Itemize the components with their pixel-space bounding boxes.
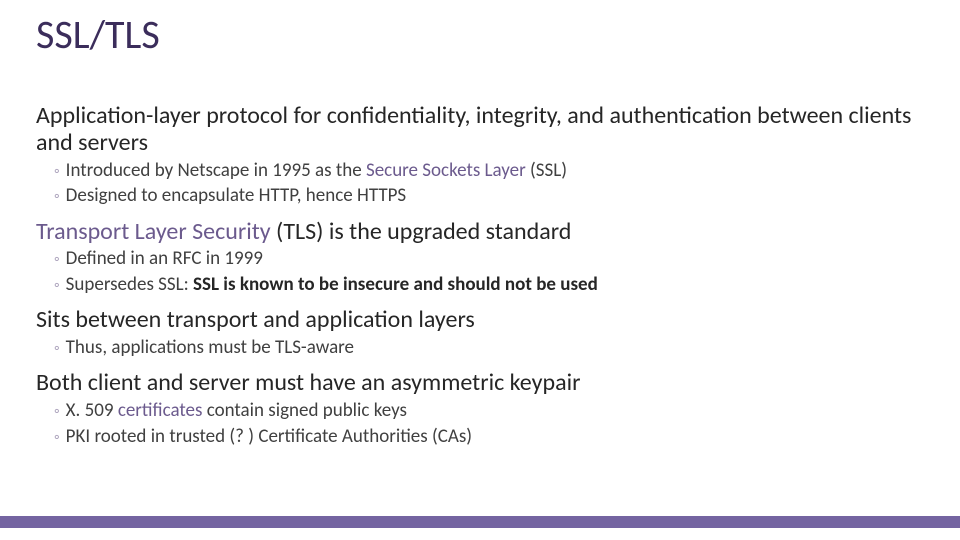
bullet-item: ◦ Thus, applications must be TLS-aware [54, 336, 924, 360]
bullet-text: Designed to encapsulate HTTP, hence HTTP… [66, 184, 406, 208]
heading-text: Both client and server must have an asym… [36, 368, 580, 397]
bullet-list: ◦ Introduced by Netscape in 1995 as the S… [54, 159, 924, 209]
slide-content: Application-layer protocol for confident… [36, 103, 924, 449]
footer-accent-bar [0, 516, 960, 528]
bullet-item: ◦ PKI rooted in trusted (? ) Certificate … [54, 425, 924, 449]
bullet-text-part: Introduced by Netscape in 1995 as the [66, 159, 366, 182]
bullet-text: Supersedes SSL: SSL is known to be insec… [66, 273, 598, 297]
bullet-text: X. 509 certificates contain signed publi… [66, 399, 407, 423]
bullet-text-part: Supersedes SSL: [66, 273, 193, 296]
slide: SSL/TLS Application-layer protocol for c… [0, 0, 960, 540]
bullet-text: Defined in an RFC in 1999 [66, 247, 263, 271]
bullet-mark-icon: ◦ [54, 186, 60, 208]
bullet-item: ◦ Introduced by Netscape in 1995 as the S… [54, 159, 924, 183]
section-heading: Transport Layer Security (TLS) is the up… [36, 219, 924, 246]
bullet-link-text: certificates [118, 399, 203, 422]
bullet-link-text: Secure Sockets Layer [366, 159, 526, 182]
bullet-list: ◦ Defined in an RFC in 1999 ◦ Supersedes SS… [54, 247, 924, 297]
heading-link-text: Transport Layer Security [36, 217, 271, 246]
bullet-text-part: Defined in an RFC in 1999 [66, 247, 263, 270]
bullet-mark-icon: ◦ [54, 338, 60, 360]
bullet-text-part: Thus, applications must be TLS-aware [66, 336, 354, 359]
bullet-item: ◦ Designed to encapsulate HTTP, hence HTT… [54, 184, 924, 208]
bullet-text: Thus, applications must be TLS-aware [66, 336, 354, 360]
heading-text: Application-layer protocol for confident… [36, 101, 911, 157]
heading-text: Sits between transport and application l… [36, 305, 475, 334]
bullet-list: ◦ X. 509 certificates contain signed publ… [54, 399, 924, 449]
bullet-item: ◦ Supersedes SSL: SSL is known to be inse… [54, 273, 924, 297]
content-block: Both client and server must have an asym… [36, 370, 924, 449]
bullet-text-part: X. 509 [66, 399, 118, 422]
heading-text: (TLS) is the upgraded standard [271, 217, 572, 246]
bullet-mark-icon: ◦ [54, 427, 60, 449]
bullet-mark-icon: ◦ [54, 249, 60, 271]
section-heading: Sits between transport and application l… [36, 307, 924, 334]
section-heading: Both client and server must have an asym… [36, 370, 924, 397]
slide-title: SSL/TLS [36, 10, 924, 59]
bullet-item: ◦ Defined in an RFC in 1999 [54, 247, 924, 271]
bullet-text-part: (SSL) [526, 159, 567, 182]
bullet-text-part: Designed to encapsulate HTTP, hence HTTP… [66, 184, 406, 207]
bullet-bold-text: SSL is known to be insecure and should n… [193, 273, 598, 296]
bullet-list: ◦ Thus, applications must be TLS-aware [54, 336, 924, 360]
bullet-mark-icon: ◦ [54, 401, 60, 423]
content-block: Application-layer protocol for confident… [36, 103, 924, 209]
bullet-text-part: PKI rooted in trusted (? ) Certificate A… [66, 425, 472, 448]
content-block: Transport Layer Security (TLS) is the up… [36, 219, 924, 298]
bullet-text: Introduced by Netscape in 1995 as the Se… [66, 159, 567, 183]
bullet-item: ◦ X. 509 certificates contain signed publ… [54, 399, 924, 423]
bullet-text: PKI rooted in trusted (? ) Certificate A… [66, 425, 472, 449]
bullet-mark-icon: ◦ [54, 161, 60, 183]
section-heading: Application-layer protocol for confident… [36, 103, 924, 157]
content-block: Sits between transport and application l… [36, 307, 924, 360]
bullet-mark-icon: ◦ [54, 275, 60, 297]
bullet-text-part: contain signed public keys [202, 399, 407, 422]
